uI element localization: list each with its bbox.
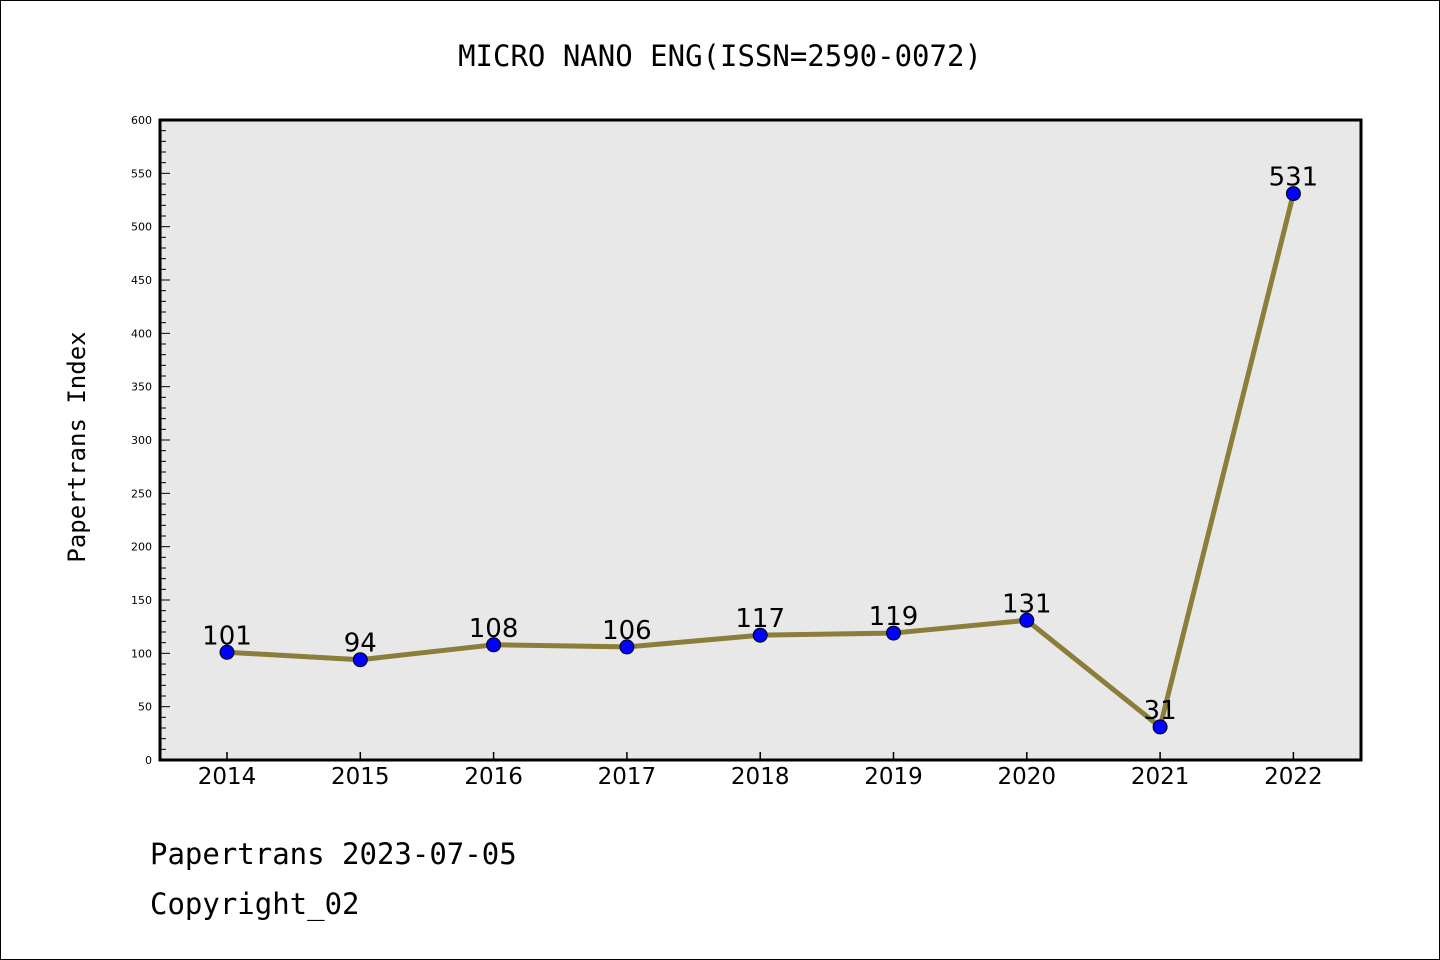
- data-point-marker: [352, 652, 368, 668]
- y-tick-label: 150: [131, 594, 152, 607]
- data-point-marker: [219, 644, 235, 660]
- data-label: 131: [1002, 589, 1052, 619]
- data-point-marker: [1285, 186, 1301, 202]
- x-tick-label: 2016: [464, 764, 523, 790]
- data-point-marker: [1019, 612, 1035, 628]
- y-tick-label: 100: [131, 647, 152, 660]
- x-tick-label: 2020: [998, 764, 1057, 790]
- x-tick-label: 2017: [598, 764, 657, 790]
- y-tick-label: 300: [131, 434, 152, 447]
- x-tick-label: 2014: [198, 764, 257, 790]
- data-label: 531: [1269, 163, 1319, 193]
- data-point-marker: [619, 639, 635, 655]
- y-tick-label: 50: [138, 701, 152, 714]
- x-tick-label: 2015: [331, 764, 390, 790]
- data-point-marker: [486, 637, 502, 653]
- y-axis-label: Papertrans Index: [63, 331, 91, 562]
- x-tick-label: 2021: [1131, 764, 1190, 790]
- data-label: 94: [344, 629, 377, 659]
- x-tick-label: 2019: [864, 764, 923, 790]
- x-tick-label: 2022: [1264, 764, 1323, 790]
- y-tick-label: 250: [131, 487, 152, 500]
- data-label: 101: [202, 621, 252, 651]
- plot-border: [158, 118, 1363, 762]
- data-label: 31: [1144, 696, 1177, 726]
- x-axis: 2014 2015 2016 2017 2018 2019 2020 2021 2022: [198, 752, 1323, 790]
- y-tick-label: 450: [131, 274, 152, 287]
- data-label: 108: [469, 614, 519, 644]
- data-label: 106: [602, 616, 652, 646]
- data-label: 119: [869, 602, 919, 632]
- x-tick-label: 2018: [731, 764, 790, 790]
- plot-area: [160, 120, 1361, 760]
- y-tick-label: 500: [131, 221, 152, 234]
- data-point-marker: [752, 627, 768, 643]
- data-labels: 101 94 108 106 117 119 131 31 531: [202, 163, 1318, 726]
- y-tick-label: 400: [131, 327, 152, 340]
- y-tick-label: 0: [145, 754, 152, 767]
- y-tick-label: 600: [131, 114, 152, 127]
- data-point-marker: [886, 625, 901, 641]
- footer-date: Papertrans 2023-07-05: [150, 837, 517, 871]
- y-tick-label: 350: [131, 381, 152, 394]
- data-point-marker: [1152, 719, 1168, 735]
- y-tick-label: 550: [131, 167, 152, 180]
- series-markers: [219, 186, 1301, 735]
- footer-copyright: Copyright_02: [150, 887, 360, 922]
- chart-title: MICRO NANO ENG(ISSN=2590-0072): [458, 39, 982, 73]
- data-label: 117: [735, 604, 785, 634]
- y-tick-label: 200: [131, 541, 152, 554]
